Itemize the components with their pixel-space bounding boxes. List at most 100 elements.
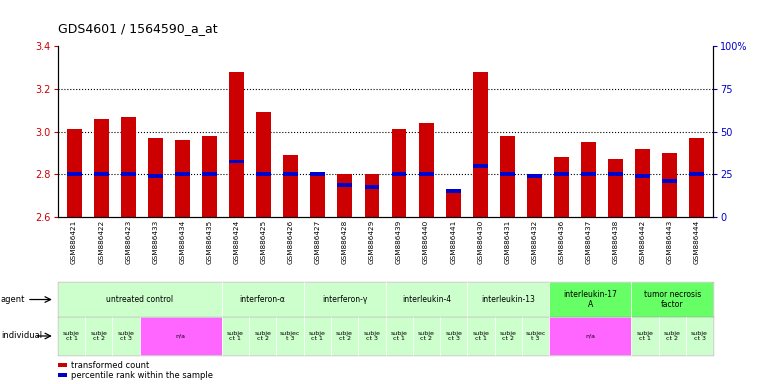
- Text: interleukin-13: interleukin-13: [481, 295, 535, 304]
- Bar: [94, 172, 109, 176]
- Bar: [419, 123, 433, 217]
- Bar: [229, 72, 244, 217]
- Text: n/a: n/a: [176, 333, 186, 339]
- Text: subje
ct 1: subje ct 1: [391, 331, 408, 341]
- Text: subjec
t 3: subjec t 3: [280, 331, 300, 341]
- Text: GSM886436: GSM886436: [558, 220, 564, 264]
- Bar: [581, 142, 596, 217]
- Text: GSM886427: GSM886427: [315, 220, 321, 264]
- Text: GSM886431: GSM886431: [504, 220, 510, 264]
- Bar: [635, 174, 650, 178]
- Text: GDS4601 / 1564590_a_at: GDS4601 / 1564590_a_at: [58, 22, 217, 35]
- Text: GSM886434: GSM886434: [180, 220, 185, 264]
- Bar: [581, 172, 596, 176]
- Bar: [608, 159, 623, 217]
- Bar: [446, 194, 460, 217]
- Bar: [554, 172, 569, 176]
- Text: GSM886438: GSM886438: [613, 220, 618, 264]
- Text: GSM886425: GSM886425: [261, 220, 267, 264]
- Text: GSM886441: GSM886441: [450, 220, 456, 264]
- Bar: [608, 172, 623, 176]
- Bar: [365, 185, 379, 189]
- Bar: [175, 140, 190, 217]
- Text: interferon-α: interferon-α: [240, 295, 285, 304]
- Bar: [392, 129, 406, 217]
- Bar: [554, 157, 569, 217]
- Bar: [635, 149, 650, 217]
- Text: untreated control: untreated control: [106, 295, 173, 304]
- Bar: [121, 117, 136, 217]
- Bar: [392, 172, 406, 176]
- Text: subje
ct 3: subje ct 3: [118, 331, 134, 341]
- Bar: [689, 172, 705, 176]
- Text: subje
ct 3: subje ct 3: [446, 331, 462, 341]
- Text: subje
ct 2: subje ct 2: [500, 331, 517, 341]
- Bar: [148, 138, 163, 217]
- Text: subjec
t 3: subjec t 3: [526, 331, 546, 341]
- Bar: [311, 172, 325, 176]
- Bar: [338, 183, 352, 187]
- Bar: [256, 172, 271, 176]
- Bar: [148, 174, 163, 178]
- Bar: [283, 155, 298, 217]
- Bar: [66, 172, 82, 176]
- Text: tumor necrosis
factor: tumor necrosis factor: [644, 290, 701, 309]
- Text: GSM886424: GSM886424: [234, 220, 240, 264]
- Bar: [202, 172, 217, 176]
- Text: subje
ct 2: subje ct 2: [418, 331, 435, 341]
- Text: GSM886443: GSM886443: [667, 220, 673, 264]
- Text: transformed count: transformed count: [71, 361, 149, 370]
- Bar: [527, 174, 542, 217]
- Text: GSM886439: GSM886439: [396, 220, 402, 264]
- Text: interleukin-17
A: interleukin-17 A: [564, 290, 618, 309]
- Text: subje
ct 1: subje ct 1: [473, 331, 490, 341]
- Bar: [94, 119, 109, 217]
- Text: GSM886444: GSM886444: [694, 220, 700, 264]
- Text: GSM886433: GSM886433: [153, 220, 158, 264]
- Text: GSM886428: GSM886428: [342, 220, 348, 264]
- Bar: [446, 189, 460, 193]
- Bar: [473, 164, 488, 168]
- Text: subje
ct 3: subje ct 3: [363, 331, 380, 341]
- Bar: [473, 72, 488, 217]
- Text: GSM886442: GSM886442: [640, 220, 646, 264]
- Text: GSM886422: GSM886422: [98, 220, 104, 264]
- Text: subje
ct 1: subje ct 1: [309, 331, 325, 341]
- Text: GSM886426: GSM886426: [288, 220, 294, 264]
- Bar: [256, 112, 271, 217]
- Bar: [66, 129, 82, 217]
- Text: subje
ct 3: subje ct 3: [691, 331, 708, 341]
- Text: GSM886423: GSM886423: [125, 220, 131, 264]
- Bar: [365, 174, 379, 217]
- Bar: [500, 172, 515, 176]
- Bar: [175, 172, 190, 176]
- Text: subje
ct 2: subje ct 2: [90, 331, 107, 341]
- Bar: [662, 179, 677, 182]
- Text: subje
ct 2: subje ct 2: [336, 331, 353, 341]
- Bar: [229, 159, 244, 163]
- Bar: [419, 172, 433, 176]
- Text: interferon-γ: interferon-γ: [322, 295, 367, 304]
- Text: subje
ct 2: subje ct 2: [254, 331, 271, 341]
- Text: interleukin-4: interleukin-4: [402, 295, 451, 304]
- Text: GSM886421: GSM886421: [71, 220, 77, 264]
- Bar: [338, 174, 352, 217]
- Text: n/a: n/a: [585, 333, 595, 339]
- Text: subje
ct 1: subje ct 1: [637, 331, 653, 341]
- Text: GSM886435: GSM886435: [207, 220, 213, 264]
- Text: GSM886440: GSM886440: [423, 220, 429, 264]
- Bar: [202, 136, 217, 217]
- Bar: [689, 138, 705, 217]
- Text: subje
ct 1: subje ct 1: [63, 331, 80, 341]
- Bar: [121, 172, 136, 176]
- Text: GSM886429: GSM886429: [369, 220, 375, 264]
- Text: individual: individual: [1, 331, 42, 341]
- Text: GSM886437: GSM886437: [586, 220, 591, 264]
- Text: subje
ct 2: subje ct 2: [664, 331, 681, 341]
- Text: percentile rank within the sample: percentile rank within the sample: [71, 371, 213, 380]
- Bar: [311, 172, 325, 217]
- Bar: [283, 172, 298, 176]
- Text: subje
ct 1: subje ct 1: [227, 331, 244, 341]
- Text: GSM886432: GSM886432: [531, 220, 537, 264]
- Text: agent: agent: [1, 295, 25, 304]
